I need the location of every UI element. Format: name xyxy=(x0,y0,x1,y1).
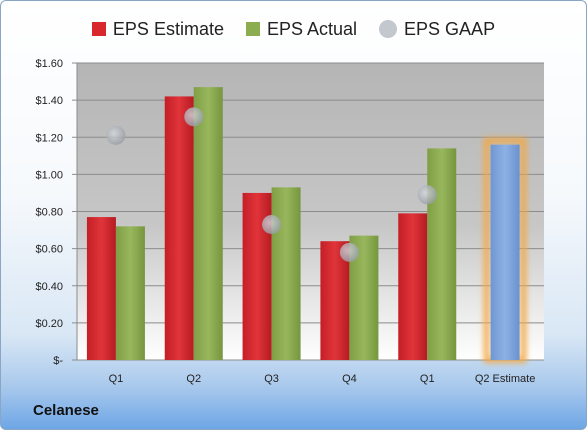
x-tick-label: Q2 Estimate xyxy=(475,373,536,385)
y-tick-label: $1.00 xyxy=(35,169,63,181)
legend-swatch-eps-estimate xyxy=(91,22,106,36)
gaap-points xyxy=(106,107,437,262)
y-tick-label: $0.80 xyxy=(35,207,63,219)
bar-eps-estimate xyxy=(398,213,428,360)
y-tick-label: $0.60 xyxy=(35,244,63,256)
legend-item-eps-gaap: EPS GAAP xyxy=(379,19,495,40)
point-eps-gaap xyxy=(339,242,359,262)
bar-eps-actual xyxy=(271,187,301,360)
legend-label-eps-gaap: EPS GAAP xyxy=(404,18,496,39)
y-tick-label: $0.40 xyxy=(35,281,63,293)
point-eps-gaap xyxy=(106,125,126,145)
legend-swatch-eps-gaap xyxy=(379,20,398,38)
y-axis-labels: $- $0.20 $0.40 $0.60 $0.80 $1.00 $1.20 $1.40 $1.… xyxy=(35,58,63,367)
y-tick-label: $0.20 xyxy=(35,318,63,330)
bar-eps-estimate xyxy=(164,96,194,360)
legend-item-eps-actual: EPS Actual xyxy=(245,18,358,40)
y-tick-label: $1.60 xyxy=(35,58,63,70)
bar-eps-estimate-highlight xyxy=(490,144,520,360)
legend-item-eps-estimate: EPS Estimate xyxy=(91,18,224,40)
y-tick-label: $1.40 xyxy=(35,95,63,107)
point-eps-gaap xyxy=(262,214,282,234)
x-tick-label: Q1 xyxy=(109,373,124,385)
x-tick-label: Q1 xyxy=(420,373,435,385)
bar-eps-actual xyxy=(427,148,457,360)
x-tick-label: Q2 xyxy=(186,373,201,385)
legend-swatch-eps-actual xyxy=(245,22,260,36)
bar-eps-actual xyxy=(115,226,145,360)
company-name: Celanese xyxy=(33,402,99,419)
grid-lines xyxy=(72,62,544,361)
y-tick-label: $- xyxy=(53,355,63,367)
bar-eps-estimate xyxy=(86,217,116,360)
bar-eps-estimate xyxy=(320,241,350,360)
x-tick-label: Q3 xyxy=(264,373,279,385)
y-tick-label: $1.20 xyxy=(35,132,63,144)
x-axis-labels: Q1 Q2 Q3 Q4 Q1 Q2 Estimate xyxy=(109,373,536,385)
bar-eps-actual xyxy=(193,87,223,360)
point-eps-gaap xyxy=(184,107,204,127)
bars xyxy=(86,87,527,363)
point-eps-gaap xyxy=(417,185,437,205)
x-tick-label: Q4 xyxy=(342,373,357,385)
legend-label-eps-actual: EPS Actual xyxy=(266,18,358,39)
legend-label-eps-estimate: EPS Estimate xyxy=(112,18,224,39)
legend: EPS Estimate EPS Actual EPS GAAP xyxy=(1,15,586,43)
